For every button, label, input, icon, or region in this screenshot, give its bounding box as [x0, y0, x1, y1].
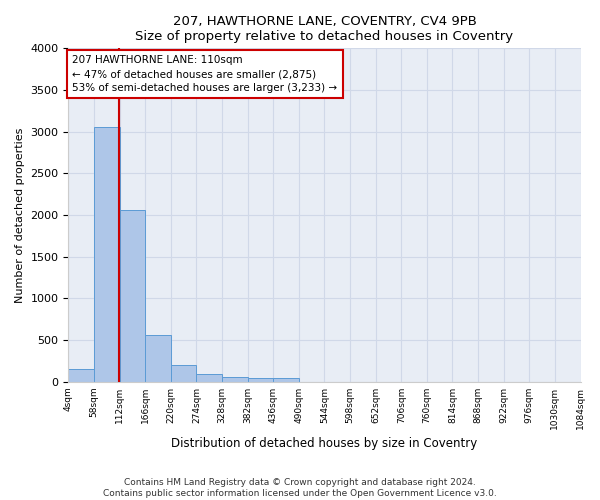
Bar — [273, 378, 299, 382]
Bar — [145, 335, 171, 382]
Title: 207, HAWTHORNE LANE, COVENTRY, CV4 9PB
Size of property relative to detached hou: 207, HAWTHORNE LANE, COVENTRY, CV4 9PB S… — [136, 15, 514, 43]
X-axis label: Distribution of detached houses by size in Coventry: Distribution of detached houses by size … — [172, 437, 478, 450]
Bar — [196, 374, 222, 382]
Bar — [222, 376, 248, 382]
Y-axis label: Number of detached properties: Number of detached properties — [15, 128, 25, 302]
Bar — [119, 210, 145, 382]
Bar — [171, 365, 196, 382]
Bar — [94, 126, 119, 382]
Text: Contains HM Land Registry data © Crown copyright and database right 2024.
Contai: Contains HM Land Registry data © Crown c… — [103, 478, 497, 498]
Bar — [248, 378, 273, 382]
Bar — [68, 369, 94, 382]
Text: 207 HAWTHORNE LANE: 110sqm
← 47% of detached houses are smaller (2,875)
53% of s: 207 HAWTHORNE LANE: 110sqm ← 47% of deta… — [72, 55, 337, 93]
